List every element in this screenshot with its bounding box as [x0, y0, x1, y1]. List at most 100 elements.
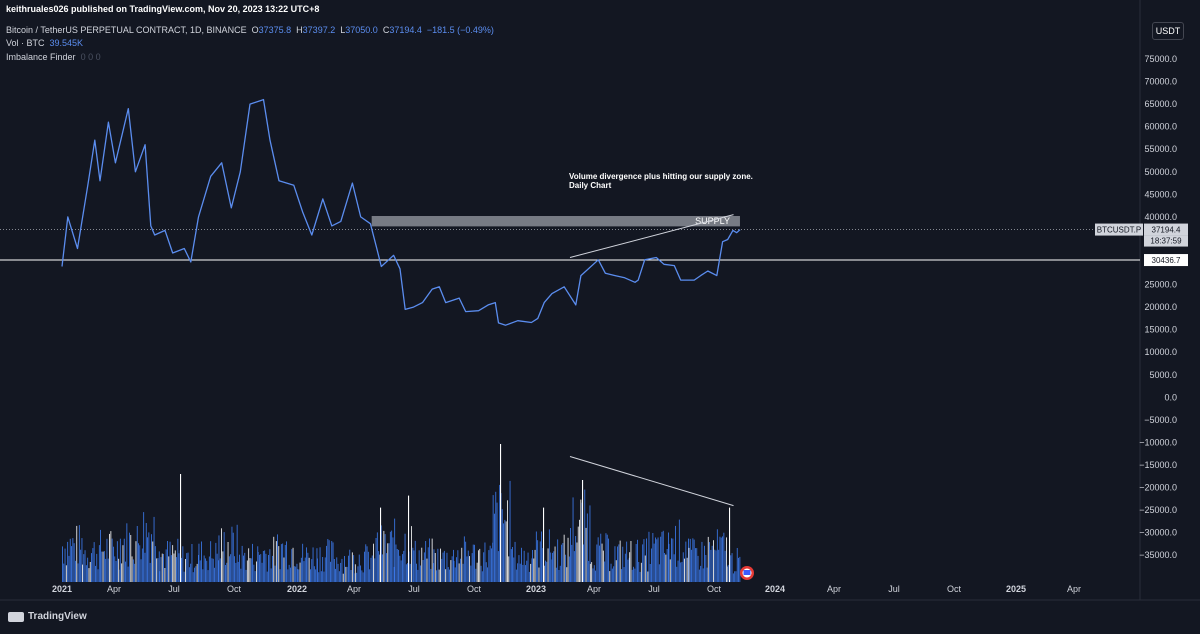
indicator-legend[interactable]: Imbalance Finder 0 0 0	[6, 52, 101, 62]
volume-bar	[580, 499, 582, 582]
tradingview-logo[interactable]: TradingView	[8, 611, 87, 622]
volume-bar	[545, 560, 546, 582]
volume-bar	[437, 548, 439, 582]
volume-bar	[599, 545, 600, 582]
volume-bar	[350, 570, 352, 582]
volume-bar	[618, 544, 620, 582]
volume-legend[interactable]: Vol · BTC 39.545K	[6, 38, 83, 48]
volume-bar	[169, 541, 171, 582]
volume-bar	[417, 569, 419, 582]
volume-bar	[333, 559, 335, 582]
volume-bar	[504, 519, 506, 582]
volume-bar	[688, 538, 689, 582]
volume-bar	[306, 547, 307, 582]
volume-bar	[191, 544, 193, 582]
y-tick-label: 60000.0	[1144, 122, 1177, 132]
volume-bar	[651, 548, 652, 582]
volume-bar	[243, 555, 244, 582]
x-tick-label: Jul	[888, 584, 900, 594]
volume-bar	[596, 544, 598, 582]
volume-bar	[109, 533, 110, 582]
volume-bar	[195, 566, 197, 582]
volume-bar	[365, 544, 367, 582]
volume-bar	[174, 550, 176, 582]
volume-bar	[478, 550, 479, 582]
volume-bar	[483, 552, 485, 582]
volume-bar	[561, 544, 562, 582]
volume-bar	[617, 546, 618, 582]
volume-bar	[523, 550, 525, 582]
volume-bar	[369, 569, 371, 582]
volume-bar	[292, 547, 294, 582]
volume-bar	[735, 571, 737, 582]
volume-bar	[697, 555, 699, 582]
volume-bar	[208, 556, 210, 582]
x-tick-label: Apr	[107, 584, 121, 594]
volume-bar	[228, 556, 230, 582]
volume-bar	[412, 547, 414, 582]
volume-bar	[693, 539, 695, 582]
volume-bar	[231, 526, 233, 582]
last-price-tag-bg	[1144, 223, 1188, 236]
volume-bar	[604, 561, 606, 582]
volume-bar	[627, 559, 629, 582]
y-tick-label: 0.0	[1164, 392, 1177, 402]
volume-bar	[519, 563, 521, 582]
volume-bar	[310, 569, 311, 582]
volume-bar	[582, 480, 584, 582]
volume-bar	[621, 569, 622, 582]
volume-bar	[660, 536, 662, 582]
volume-bar	[345, 566, 347, 582]
volume-bar	[203, 555, 205, 582]
volume-bar	[572, 497, 574, 582]
volume-bar	[148, 532, 150, 582]
volume-bar	[159, 571, 161, 582]
volume-bar	[266, 571, 268, 582]
volume-bar	[489, 545, 491, 582]
volume-bar	[121, 563, 123, 582]
y-tick-label: −15000.0	[1139, 460, 1177, 470]
volume-bar	[541, 531, 542, 582]
volume-bar	[348, 555, 349, 582]
volume-bar	[87, 557, 89, 582]
volume-bar	[558, 570, 560, 582]
volume-bar	[495, 491, 497, 582]
x-tick-label: Jul	[408, 584, 420, 594]
volume-bar	[376, 532, 378, 582]
volume-bar	[303, 561, 305, 582]
volume-bar	[496, 502, 498, 582]
high-value: 37397.2	[302, 25, 336, 35]
volume-bar	[172, 545, 174, 582]
volume-bar	[461, 547, 463, 582]
y-tick-label: −35000.0	[1139, 550, 1177, 560]
volume-bar	[518, 555, 520, 582]
volume-bar	[501, 509, 503, 582]
volume-bar	[668, 543, 670, 582]
volume-bar	[261, 562, 263, 582]
volume-bar	[615, 560, 617, 582]
volume-bar	[293, 566, 295, 582]
volume-bar	[83, 554, 85, 582]
volume-bar	[297, 569, 298, 582]
volume-bar	[657, 537, 659, 582]
y-tick-label: 10000.0	[1144, 347, 1177, 357]
tradingview-logo-icon	[8, 611, 24, 622]
volume-bar	[254, 571, 256, 582]
y-tick-label: 25000.0	[1144, 280, 1177, 290]
volume-bar	[727, 564, 729, 582]
volume-bar	[158, 551, 160, 582]
volume-bar	[237, 561, 239, 582]
x-tick-label: 2023	[526, 584, 546, 594]
volume-bar	[575, 536, 577, 582]
currency-button[interactable]: USDT	[1152, 22, 1184, 40]
volume-bar	[288, 564, 290, 582]
volume-bar	[219, 558, 221, 582]
x-tick-label: 2025	[1006, 584, 1026, 594]
volume-bar	[192, 572, 194, 582]
volume-bar	[378, 551, 380, 582]
volume-bar	[449, 569, 450, 582]
volume-bar	[508, 556, 510, 582]
volume-bar	[129, 532, 130, 582]
symbol-legend[interactable]: Bitcoin / TetherUS PERPETUAL CONTRACT, 1…	[6, 25, 494, 35]
